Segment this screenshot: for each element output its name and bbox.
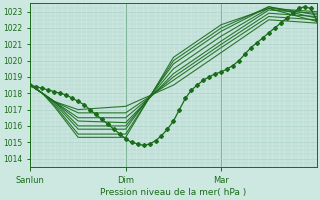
X-axis label: Pression niveau de la mer( hPa ): Pression niveau de la mer( hPa ) xyxy=(100,188,247,197)
